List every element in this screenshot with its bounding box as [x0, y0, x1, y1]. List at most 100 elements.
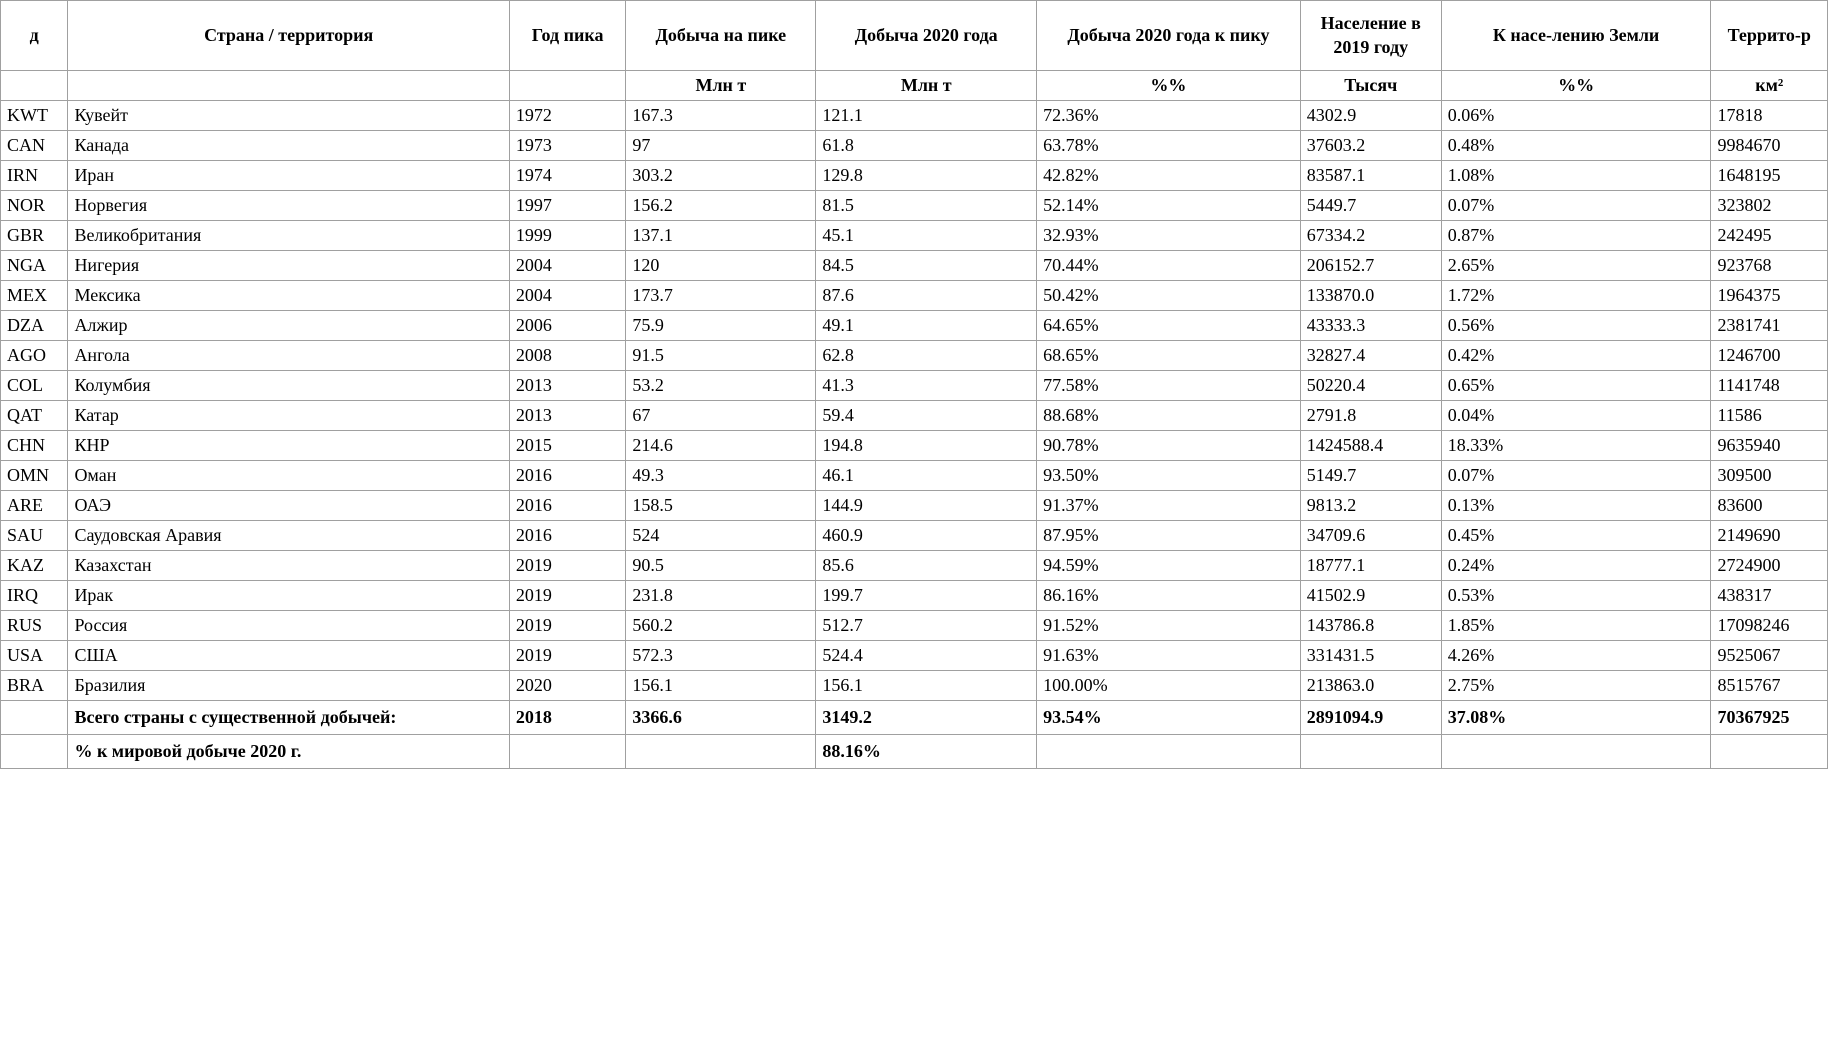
- summary-cell: [1711, 735, 1828, 769]
- table-cell: 2013: [509, 371, 625, 401]
- table-cell: 90.5: [626, 551, 816, 581]
- table-cell: 2.75%: [1441, 671, 1711, 701]
- table-cell: 37603.2: [1300, 131, 1441, 161]
- table-cell: 81.5: [816, 191, 1037, 221]
- summary-cell: [1300, 735, 1441, 769]
- summary-cell: [1037, 735, 1301, 769]
- table-cell: 75.9: [626, 311, 816, 341]
- table-cell: 0.45%: [1441, 521, 1711, 551]
- table-cell: 0.87%: [1441, 221, 1711, 251]
- table-cell: Алжир: [68, 311, 509, 341]
- table-cell: ARE: [1, 491, 68, 521]
- table-cell: 4302.9: [1300, 101, 1441, 131]
- summary-row: Всего страны с существенной добычей:2018…: [1, 701, 1828, 735]
- table-cell: 52.14%: [1037, 191, 1301, 221]
- table-row: QATКатар20136759.488.68%2791.80.04%11586: [1, 401, 1828, 431]
- table-cell: Ангола: [68, 341, 509, 371]
- table-cell: 67: [626, 401, 816, 431]
- table-cell: 524.4: [816, 641, 1037, 671]
- table-cell: 41502.9: [1300, 581, 1441, 611]
- table-cell: 2019: [509, 581, 625, 611]
- table-cell: NGA: [1, 251, 68, 281]
- table-cell: 32.93%: [1037, 221, 1301, 251]
- table-row: KWTКувейт1972167.3121.172.36%4302.90.06%…: [1, 101, 1828, 131]
- summary-cell: 93.54%: [1037, 701, 1301, 735]
- table-cell: Кувейт: [68, 101, 509, 131]
- table-cell: Оман: [68, 461, 509, 491]
- table-cell: 9984670: [1711, 131, 1828, 161]
- summary-cell: Всего страны с существенной добычей:: [68, 701, 509, 735]
- table-cell: 156.1: [626, 671, 816, 701]
- table-cell: 1648195: [1711, 161, 1828, 191]
- table-cell: 1972: [509, 101, 625, 131]
- summary-cell: 2018: [509, 701, 625, 735]
- table-row: DZAАлжир200675.949.164.65%43333.30.56%23…: [1, 311, 1828, 341]
- table-cell: 85.6: [816, 551, 1037, 581]
- table-cell: 923768: [1711, 251, 1828, 281]
- table-cell: 0.65%: [1441, 371, 1711, 401]
- col-header-pct-worldpop: К насе-лению Земли: [1441, 1, 1711, 71]
- table-cell: 87.95%: [1037, 521, 1301, 551]
- table-cell: 143786.8: [1300, 611, 1441, 641]
- oil-production-table: д Страна / территория Год пика Добыча на…: [0, 0, 1828, 769]
- table-cell: 41.3: [816, 371, 1037, 401]
- table-cell: 173.7: [626, 281, 816, 311]
- table-cell: Нигерия: [68, 251, 509, 281]
- table-cell: 87.6: [816, 281, 1037, 311]
- table-row: AGOАнгола200891.562.868.65%32827.40.42%1…: [1, 341, 1828, 371]
- table-cell: NOR: [1, 191, 68, 221]
- table-cell: USA: [1, 641, 68, 671]
- table-cell: 0.13%: [1441, 491, 1711, 521]
- table-cell: 68.65%: [1037, 341, 1301, 371]
- table-cell: 2008: [509, 341, 625, 371]
- table-cell: 214.6: [626, 431, 816, 461]
- col-header-territory: Террито-р: [1711, 1, 1828, 71]
- table-cell: Колумбия: [68, 371, 509, 401]
- col-header-prod-2020: Добыча 2020 года: [816, 1, 1037, 71]
- table-cell: 59.4: [816, 401, 1037, 431]
- table-cell: BRA: [1, 671, 68, 701]
- col-header-code: д: [1, 1, 68, 71]
- table-cell: 17098246: [1711, 611, 1828, 641]
- table-cell: 206152.7: [1300, 251, 1441, 281]
- unit-peak-prod: Млн т: [626, 71, 816, 101]
- table-cell: 49.1: [816, 311, 1037, 341]
- table-cell: KWT: [1, 101, 68, 131]
- table-cell: 93.50%: [1037, 461, 1301, 491]
- table-cell: 50.42%: [1037, 281, 1301, 311]
- unit-population: Тысяч: [1300, 71, 1441, 101]
- table-cell: MEX: [1, 281, 68, 311]
- table-cell: DZA: [1, 311, 68, 341]
- table-cell: Иран: [68, 161, 509, 191]
- table-cell: 32827.4: [1300, 341, 1441, 371]
- table-cell: 94.59%: [1037, 551, 1301, 581]
- table-cell: Бразилия: [68, 671, 509, 701]
- table-cell: 2020: [509, 671, 625, 701]
- table-cell: 120: [626, 251, 816, 281]
- table-cell: США: [68, 641, 509, 671]
- unit-peak-year: [509, 71, 625, 101]
- summary-cell: 3149.2: [816, 701, 1037, 735]
- table-row: COLКолумбия201353.241.377.58%50220.40.65…: [1, 371, 1828, 401]
- table-cell: 2006: [509, 311, 625, 341]
- table-cell: 213863.0: [1300, 671, 1441, 701]
- table-cell: 438317: [1711, 581, 1828, 611]
- table-cell: КНР: [68, 431, 509, 461]
- table-row: NGAНигерия200412084.570.44%206152.72.65%…: [1, 251, 1828, 281]
- table-cell: 67334.2: [1300, 221, 1441, 251]
- table-cell: 18.33%: [1441, 431, 1711, 461]
- table-cell: Ирак: [68, 581, 509, 611]
- table-cell: 86.16%: [1037, 581, 1301, 611]
- table-cell: 137.1: [626, 221, 816, 251]
- table-row: SAUСаудовская Аравия2016524460.987.95%34…: [1, 521, 1828, 551]
- summary-cell: 3366.6: [626, 701, 816, 735]
- table-cell: 0.56%: [1441, 311, 1711, 341]
- table-cell: 2016: [509, 461, 625, 491]
- summary-cell: [626, 735, 816, 769]
- table-row: CANКанада19739761.863.78%37603.20.48%998…: [1, 131, 1828, 161]
- table-row: RUSРоссия2019560.2512.791.52%143786.81.8…: [1, 611, 1828, 641]
- table-cell: Россия: [68, 611, 509, 641]
- table-row: KAZКазахстан201990.585.694.59%18777.10.2…: [1, 551, 1828, 581]
- table-row: MEXМексика2004173.787.650.42%133870.01.7…: [1, 281, 1828, 311]
- table-cell: 524: [626, 521, 816, 551]
